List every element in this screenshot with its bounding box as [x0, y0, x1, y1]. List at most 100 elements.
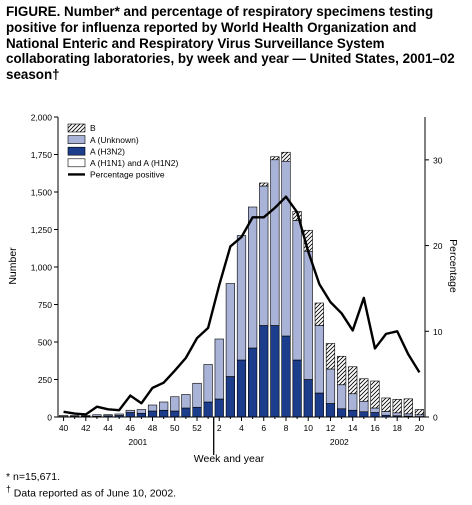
bar-b-week-12 [325, 343, 336, 370]
percentage-positive-line [63, 195, 421, 416]
x-tick-label: 44 [103, 423, 113, 433]
y-tick-label: 250 [38, 375, 52, 385]
bar-a-unknown-week-48 [147, 404, 158, 412]
x-tick-label: 48 [148, 423, 158, 433]
legend-swatch-b [67, 123, 86, 133]
x-tick-label: 20 [415, 423, 425, 433]
bar-a-h3n2-week-9 [292, 359, 302, 418]
bar-a-h3n2-week-11 [314, 392, 324, 418]
year-label-2001: 2001 [128, 437, 147, 447]
bar-a-unknown-week-50 [170, 396, 180, 412]
x-tick-label: 42 [81, 423, 91, 433]
bar-a-h3n2-week-48 [147, 410, 158, 418]
x-tick-label: 6 [261, 423, 266, 433]
bar-a-h3n2-week-49 [159, 409, 169, 418]
bar-a-unknown-week-9 [292, 220, 302, 361]
bar-a-unknown-week-52 [192, 382, 202, 408]
bar-a-unknown-week-6 [259, 185, 269, 326]
x-tick-label: 10 [303, 423, 313, 433]
x-tick-label: 14 [348, 423, 358, 433]
bar-b-week-16 [370, 380, 380, 409]
x-tick-label: 4 [239, 423, 244, 433]
dagger-marker: † [6, 484, 11, 494]
bar-a-h3n2-week-50 [170, 410, 180, 418]
legend-swatch-a-h1n1-and-a-h1n2 [67, 158, 86, 168]
bar-a-unknown-week-17 [381, 411, 391, 416]
chart-title: FIGURE. Number* and percentage of respir… [6, 4, 455, 83]
bar-a-unknown-week-1 [203, 364, 213, 403]
legend-label-percentage-positive: Percentage positive [90, 170, 165, 180]
x-tick-label: 40 [59, 423, 69, 433]
bar-a-h3n2-week-6 [259, 325, 269, 418]
year-label-2002: 2002 [330, 437, 349, 447]
bar-a-h3n2-week-8 [281, 335, 291, 418]
x-tick-label: 12 [326, 423, 336, 433]
y2-tick-label: 20 [433, 241, 443, 251]
bar-a-h3n2-week-7 [270, 325, 280, 418]
bar-a-unknown-week-3 [225, 283, 235, 377]
bar-b-week-11 [314, 302, 324, 326]
bar-a-unknown-week-13 [336, 384, 347, 410]
bar-a-unknown-week-18 [392, 412, 402, 417]
bar-b-week-20 [414, 409, 425, 416]
y-tick-label: 1,500 [31, 188, 53, 198]
bar-a-unknown-week-12 [325, 368, 336, 404]
legend-label-a-h1n1-and-a-h1n2: A (H1N1) and A (H1N2) [90, 158, 179, 168]
x-tick-label: 18 [392, 423, 402, 433]
y2-tick-label: 0 [433, 413, 438, 423]
footnote-reported: † Data reported as of June 10, 2002. [6, 484, 176, 500]
bar-b-week-18 [392, 398, 402, 414]
y-tick-label: 1,750 [31, 150, 53, 160]
bar-a-unknown-week-51 [181, 394, 191, 409]
bar-a-h3n2-week-1 [203, 401, 213, 418]
bar-b-week-7 [270, 156, 280, 161]
bar-a-unknown-week-15 [359, 400, 369, 413]
bar-a-h3n2-week-12 [325, 403, 336, 418]
x-tick-label: 50 [170, 423, 180, 433]
bar-a-h3n2-week-3 [225, 376, 235, 418]
bar-a-unknown-week-19 [403, 413, 413, 417]
bar-a-unknown-week-11 [314, 325, 324, 394]
legend-label-b: B [90, 123, 96, 133]
y-tick-label: 1,250 [31, 225, 53, 235]
bar-a-unknown-week-5 [248, 206, 258, 349]
x-tick-label: 16 [370, 423, 380, 433]
bar-a-unknown-week-41 [70, 415, 80, 417]
y-tick-label: 500 [38, 338, 52, 348]
footnote-n: * n=15,671. [6, 471, 61, 483]
bar-b-week-17 [381, 397, 391, 412]
bar-a-h3n2-week-46 [125, 412, 135, 418]
y-tick-label: 0 [47, 413, 52, 423]
x-tick-label: 8 [284, 423, 289, 433]
bar-b-week-19 [403, 398, 413, 415]
bar-a-h3n2-week-13 [336, 408, 347, 418]
bar-b-week-15 [359, 378, 369, 402]
bar-a-unknown-week-4 [236, 235, 247, 361]
x-tick-label: 46 [126, 423, 136, 433]
legend-label-a-h3n2: A (H3N2) [90, 146, 125, 156]
y-tick-label: 2,000 [31, 113, 53, 123]
bar-b-week-8 [281, 151, 291, 162]
bar-a-unknown-week-14 [348, 393, 358, 411]
legend-swatch-a-h3n2 [67, 146, 86, 156]
y-tick-label: 750 [38, 300, 52, 310]
bar-a-h3n2-week-47 [136, 412, 147, 418]
bar-a-h3n2-week-2 [214, 398, 224, 418]
bar-a-unknown-week-47 [136, 409, 147, 414]
legend-swatch-a-unknown [67, 135, 86, 144]
x-axis-label: Week and year [194, 453, 265, 465]
bar-a-h3n2-week-14 [348, 409, 358, 418]
bar-a-h3n2-week-10 [303, 379, 313, 418]
bar-a-unknown-week-49 [159, 401, 169, 411]
bar-a-unknown-week-43 [92, 414, 102, 417]
bar-b-week-14 [348, 366, 358, 395]
bar-a-unknown-week-40 [58, 415, 69, 417]
bar-b-week-13 [336, 355, 347, 386]
bar-a-unknown-week-16 [370, 407, 380, 413]
bar-a-h3n2-week-16 [370, 412, 380, 418]
y-axis-label: Number [7, 247, 19, 285]
y-tick-label: 1,000 [31, 263, 53, 273]
bar-a-h3n2-week-4 [236, 359, 247, 418]
y2-tick-label: 10 [433, 327, 443, 337]
